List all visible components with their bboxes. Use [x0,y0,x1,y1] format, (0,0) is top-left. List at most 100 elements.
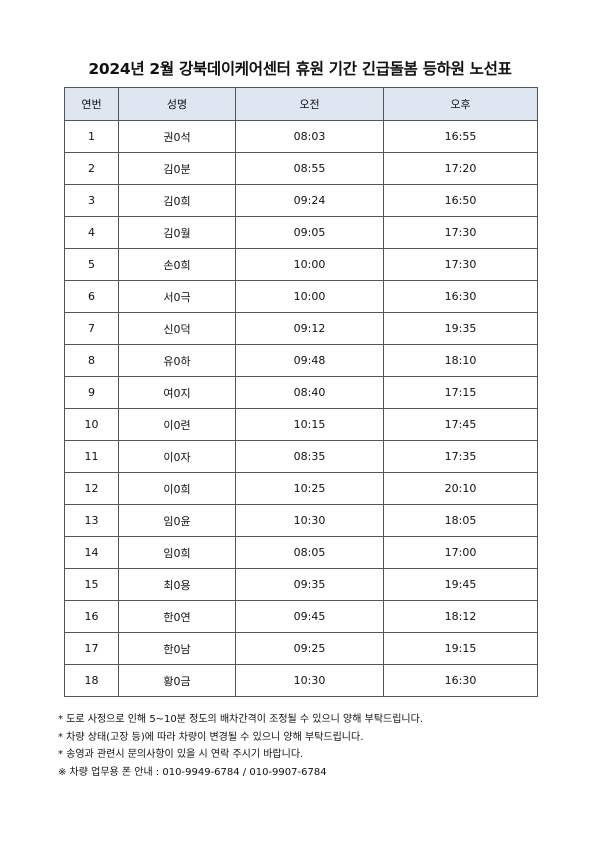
cell-number: 3 [64,184,119,217]
cell-morning: 09:45 [235,600,384,633]
notes: * 도로 사정으로 인해 5~10분 정도의 배차간격이 조정될 수 있으니 양… [58,711,423,781]
cell-afternoon: 19:15 [383,632,538,665]
cell-number: 9 [64,376,119,409]
cell-name: 여0지 [118,376,236,409]
cell-name: 손0희 [118,248,236,281]
cell-name: 서0극 [118,280,236,313]
cell-number: 8 [64,344,119,377]
cell-name: 김0희 [118,184,236,217]
cell-name: 이0련 [118,408,236,441]
table-row: 13 임0윤 10:30 18:05 [64,504,538,537]
cell-morning: 08:03 [235,120,384,153]
cell-name: 한0남 [118,632,236,665]
cell-number: 18 [64,664,119,697]
cell-name: 유0하 [118,344,236,377]
cell-number: 12 [64,472,119,505]
table-row: 2 김0분 08:55 17:20 [64,152,538,185]
table-row: 1 권0석 08:03 16:55 [64,120,538,153]
table-row: 17 한0남 09:25 19:15 [64,632,538,665]
cell-afternoon: 16:30 [383,664,538,697]
cell-afternoon: 17:30 [383,216,538,249]
cell-afternoon: 20:10 [383,472,538,505]
cell-number: 7 [64,312,119,345]
table-row: 7 신0덕 09:12 19:35 [64,312,538,345]
cell-name: 김0월 [118,216,236,249]
table-row: 5 손0희 10:00 17:30 [64,248,538,281]
cell-morning: 10:15 [235,408,384,441]
header-afternoon: 오후 [383,87,538,121]
cell-number: 16 [64,600,119,633]
cell-morning: 08:55 [235,152,384,185]
table-row: 10 이0련 10:15 17:45 [64,408,538,441]
cell-morning: 10:30 [235,504,384,537]
cell-name: 황0금 [118,664,236,697]
header-name: 성명 [118,87,236,121]
table-header-row: 연번 성명 오전 오후 [64,87,538,121]
cell-number: 10 [64,408,119,441]
table-row: 15 최0용 09:35 19:45 [64,568,538,601]
table-row: 3 김0희 09:24 16:50 [64,184,538,217]
cell-afternoon: 18:12 [383,600,538,633]
table-row: 16 한0연 09:45 18:12 [64,600,538,633]
cell-name: 한0연 [118,600,236,633]
cell-afternoon: 18:05 [383,504,538,537]
cell-number: 13 [64,504,119,537]
cell-afternoon: 17:45 [383,408,538,441]
cell-name: 최0용 [118,568,236,601]
cell-morning: 10:25 [235,472,384,505]
cell-name: 김0분 [118,152,236,185]
cell-number: 11 [64,440,119,473]
cell-afternoon: 16:30 [383,280,538,313]
cell-morning: 10:00 [235,248,384,281]
header-number: 연번 [64,87,119,121]
cell-morning: 08:35 [235,440,384,473]
cell-number: 17 [64,632,119,665]
cell-morning: 09:05 [235,216,384,249]
document-title: 2024년 2월 강북데이케어센터 휴원 기간 긴급돌봄 등하원 노선표 [88,60,512,78]
cell-morning: 10:30 [235,664,384,697]
cell-name: 권0석 [118,120,236,153]
note-item: * 차량 상태(고장 등)에 따라 차량이 변경될 수 있으니 양해 부탁드립니… [58,731,364,743]
table-row: 9 여0지 08:40 17:15 [64,376,538,409]
cell-number: 4 [64,216,119,249]
cell-afternoon: 17:15 [383,376,538,409]
cell-number: 14 [64,536,119,569]
cell-afternoon: 18:10 [383,344,538,377]
note-phone: ※ 차량 업무용 폰 안내 : 010-9949-6784 / 010-9907… [58,766,327,778]
cell-morning: 09:48 [235,344,384,377]
table-row: 8 유0하 09:48 18:10 [64,344,538,377]
table-row: 14 임0희 08:05 17:00 [64,536,538,569]
cell-afternoon: 16:55 [383,120,538,153]
cell-number: 5 [64,248,119,281]
table-row: 18 황0금 10:30 16:30 [64,664,538,697]
table-row: 11 이0자 08:35 17:35 [64,440,538,473]
cell-afternoon: 17:20 [383,152,538,185]
cell-morning: 08:40 [235,376,384,409]
note-item: * 도로 사정으로 인해 5~10분 정도의 배차간격이 조정될 수 있으니 양… [58,714,424,725]
cell-morning: 09:35 [235,568,384,601]
cell-morning: 09:12 [235,312,384,345]
header-morning: 오전 [235,87,384,121]
route-table: 연번 성명 오전 오후 1 권0석 08:03 16:55 2 김0분 08:55 17:20… [64,87,538,697]
cell-afternoon: 19:35 [383,312,538,345]
cell-morning: 08:05 [235,536,384,569]
cell-morning: 10:00 [235,280,384,313]
table-row: 6 서0극 10:00 16:30 [64,280,538,313]
cell-afternoon: 16:50 [383,184,538,217]
cell-afternoon: 19:45 [383,568,538,601]
table-row: 4 김0월 09:05 17:30 [64,216,538,249]
cell-number: 15 [64,568,119,601]
cell-morning: 09:25 [235,632,384,665]
cell-name: 이0자 [118,440,236,473]
cell-name: 이0희 [118,472,236,505]
cell-number: 6 [64,280,119,313]
table-row: 12 이0희 10:25 20:10 [64,472,538,505]
cell-afternoon: 17:00 [383,536,538,569]
cell-afternoon: 17:35 [383,440,538,473]
cell-number: 1 [64,120,119,153]
cell-morning: 09:24 [235,184,384,217]
note-item: * 송영과 관련시 문의사항이 있을 시 연락 주시기 바랍니다. [58,749,304,760]
cell-number: 2 [64,152,119,185]
cell-name: 신0덕 [118,312,236,345]
